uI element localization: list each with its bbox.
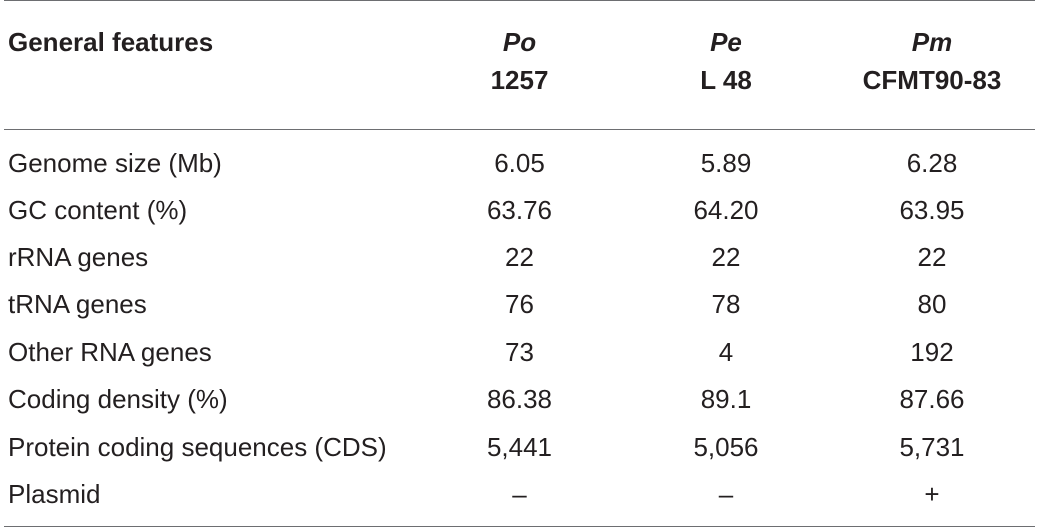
cell-pm: 6.28 [906,148,958,178]
cell-pe: 5.89 [700,148,752,178]
cell-pe: 4 [718,336,734,367]
cell-po: 76 [505,289,534,320]
table-header: General features Po 1257 Pe L 48 Pm CFMT… [4,0,1035,130]
cell-pe: – [718,479,734,510]
row-label: Protein coding sequences (CDS) [8,431,387,462]
header-po: Po 1257 [416,1,623,130]
row-label: Plasmid [8,479,101,510]
header-general-features: General features [4,1,416,130]
row-label: rRNA genes [8,242,149,273]
cell-po: 6.05 [494,148,545,178]
table-row: GC content (%) 63.76 64.20 63.95 [4,186,1035,233]
row-label: GC content (%) [8,194,188,225]
cell-po: 5,441 [486,431,553,462]
cell-pm: 87.66 [899,384,965,415]
genome-features-table: General features Po 1257 Pe L 48 Pm CFMT… [4,0,1035,527]
table-body: Genome size (Mb) 6.05 5.89 6.28 GC conte… [4,130,1035,527]
header-pm: Pm CFMT90-83 [829,1,1035,130]
cell-po: – [512,479,527,510]
table-row: Genome size (Mb) 6.05 5.89 6.28 [4,130,1035,187]
header-label: General features [8,27,214,57]
row-label: tRNA genes [8,289,147,320]
cell-pe: 64.20 [693,194,759,225]
header-strain-po: 1257 [490,65,549,95]
table-row: Coding density (%) 86.38 89.1 87.66 [4,376,1035,423]
header-row: General features Po 1257 Pe L 48 Pm CFMT… [4,0,1035,130]
header-strain-pe: L 48 [700,65,752,95]
header-strain-pm: CFMT90-83 [862,65,1002,95]
cell-pe: 5,056 [693,431,759,462]
cell-pm: 192 [910,336,954,367]
cell-pm: 22 [917,242,947,273]
cell-pe: 89.1 [700,384,752,415]
table-row: Other RNA genes 73 4 192 [4,328,1035,375]
header-species-pe: Pe [710,27,742,57]
cell-po: 22 [505,242,534,273]
table-row: Protein coding sequences (CDS) 5,441 5,0… [4,423,1035,470]
cell-po: 63.76 [486,194,553,225]
cell-pe: 78 [711,289,741,320]
row-label: Genome size (Mb) [8,148,222,178]
table-row: Plasmid – – + [4,470,1035,527]
table-row: tRNA genes 76 78 80 [4,281,1035,328]
cell-pm: 80 [917,289,947,320]
row-label: Other RNA genes [8,336,212,367]
cell-pe: 22 [711,242,741,273]
header-species-pm: Pm [911,27,953,57]
genome-features-table-container: General features Po 1257 Pe L 48 Pm CFMT… [4,0,1035,527]
cell-po: 73 [505,336,534,367]
cell-pm: 5,731 [899,431,965,462]
header-pe: Pe L 48 [623,1,829,130]
cell-po: 86.38 [486,384,553,415]
table-row: rRNA genes 22 22 22 [4,233,1035,280]
cell-pm: 63.95 [899,194,965,225]
header-species-po: Po [502,27,537,57]
cell-pm: + [924,479,940,510]
row-label: Coding density (%) [8,384,228,415]
